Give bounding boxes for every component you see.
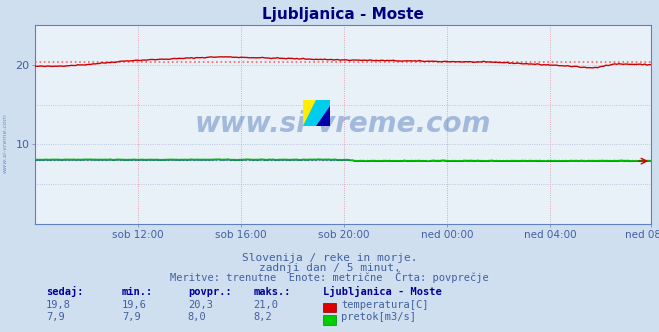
Text: 7,9: 7,9: [122, 312, 140, 322]
Polygon shape: [303, 100, 330, 126]
Text: 21,0: 21,0: [254, 300, 279, 310]
Text: 19,8: 19,8: [46, 300, 71, 310]
Text: zadnji dan / 5 minut.: zadnji dan / 5 minut.: [258, 263, 401, 273]
Text: maks.:: maks.:: [254, 288, 291, 297]
Polygon shape: [303, 100, 316, 126]
Text: www.si-vreme.com: www.si-vreme.com: [195, 111, 491, 138]
Text: 19,6: 19,6: [122, 300, 147, 310]
Text: Meritve: trenutne  Enote: metrične  Črta: povprečje: Meritve: trenutne Enote: metrične Črta: …: [170, 271, 489, 283]
Text: pretok[m3/s]: pretok[m3/s]: [341, 312, 416, 322]
Text: Ljubljanica - Moste: Ljubljanica - Moste: [323, 287, 442, 297]
Text: 8,2: 8,2: [254, 312, 272, 322]
Text: 8,0: 8,0: [188, 312, 206, 322]
Text: 20,3: 20,3: [188, 300, 213, 310]
Title: Ljubljanica - Moste: Ljubljanica - Moste: [262, 7, 424, 22]
Text: min.:: min.:: [122, 288, 153, 297]
Text: sedaj:: sedaj:: [46, 287, 84, 297]
Text: temperatura[C]: temperatura[C]: [341, 300, 429, 310]
Polygon shape: [316, 106, 330, 126]
Text: povpr.:: povpr.:: [188, 288, 231, 297]
Text: 7,9: 7,9: [46, 312, 65, 322]
Text: www.si-vreme.com: www.si-vreme.com: [3, 113, 8, 173]
Text: Slovenija / reke in morje.: Slovenija / reke in morje.: [242, 253, 417, 263]
